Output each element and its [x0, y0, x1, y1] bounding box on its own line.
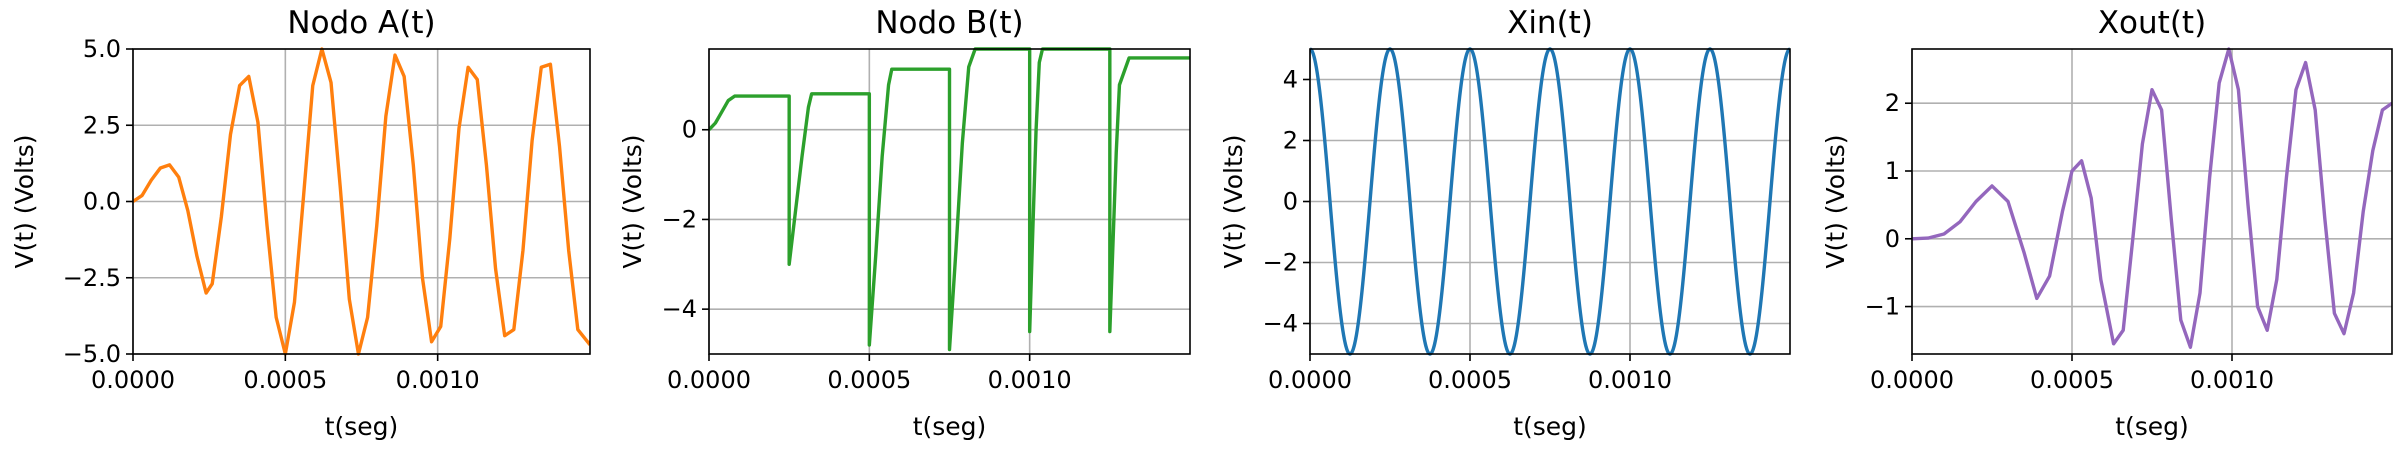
x-tick-label: 0.0005: [2030, 366, 2114, 394]
chart-panel-1: 0.0000 0.0005 0.0010 −5.0 −2.5 0.0 2.5 5.0 Nodo …: [10, 5, 591, 441]
axes-frame: [1911, 48, 2393, 355]
x-axis-label: t(seg): [325, 412, 399, 441]
chart-title: Xout(t): [2098, 5, 2206, 41]
x-tick-label: 0.0005: [1428, 366, 1512, 394]
chart-title: Xin(t): [1507, 5, 1593, 41]
x-tick-label: 0.0005: [243, 366, 327, 394]
x-axis-label: t(seg): [2115, 412, 2189, 441]
chart-panel-3: 0.0000 0.0005 0.0010 −4 −2 0 2 4 Xin(t) t(seg) V(t…: [1219, 5, 1791, 441]
y-tick-label: −2: [662, 205, 697, 233]
chart-panel-4: 0.0000 0.0005 0.0010 −1 0 1 2 Xout(t) t(seg) V(t)…: [1821, 5, 2393, 441]
x-tick-label: 0.0000: [91, 366, 175, 394]
x-tick-label: 0.0000: [667, 366, 751, 394]
chart-title: Nodo A(t): [287, 5, 435, 41]
y-tick-label: 2: [1885, 89, 1900, 117]
x-tick-label: 0.0010: [988, 366, 1072, 394]
y-tick-label: −2: [1263, 249, 1298, 277]
y-tick-label: 2: [1283, 127, 1298, 155]
x-tick-label: 0.0010: [1588, 366, 1672, 394]
axes-frame: [708, 48, 1191, 355]
y-tick-label: −2.5: [63, 264, 121, 292]
y-tick-label: −4: [662, 295, 697, 323]
y-axis-label: V(t) (Volts): [1821, 134, 1850, 268]
y-tick-label: −5.0: [63, 340, 121, 368]
chart-title: Nodo B(t): [875, 5, 1023, 41]
series-line: [1912, 47, 2392, 349]
y-tick-label: 4: [1283, 66, 1298, 94]
chart-panel-2: 0.0000 0.0005 0.0010 −4 −2 0 Nodo B(t) t(seg) V(…: [618, 5, 1191, 441]
y-tick-label: 5.0: [83, 35, 121, 63]
x-axis-label: t(seg): [913, 412, 987, 441]
y-tick-label: 0: [682, 116, 697, 144]
y-tick-label: 0: [1283, 188, 1298, 216]
y-axis-label: V(t) (Volts): [10, 134, 39, 268]
x-tick-label: 0.0000: [1870, 366, 1954, 394]
y-tick-label: −1: [1865, 293, 1900, 321]
y-axis-label: V(t) (Volts): [618, 134, 647, 268]
x-tick-label: 0.0000: [1268, 366, 1352, 394]
y-tick-label: −4: [1263, 310, 1298, 338]
y-tick-label: 1: [1885, 157, 1900, 185]
x-tick-label: 0.0010: [2190, 366, 2274, 394]
series-line: [709, 47, 1190, 352]
y-tick-label: 0: [1885, 225, 1900, 253]
x-tick-label: 0.0005: [827, 366, 911, 394]
x-axis-label: t(seg): [1513, 412, 1587, 441]
y-tick-label: 0.0: [83, 188, 121, 216]
y-tick-label: 2.5: [83, 111, 121, 139]
x-tick-label: 0.0010: [396, 366, 480, 394]
y-axis-label: V(t) (Volts): [1219, 134, 1248, 268]
